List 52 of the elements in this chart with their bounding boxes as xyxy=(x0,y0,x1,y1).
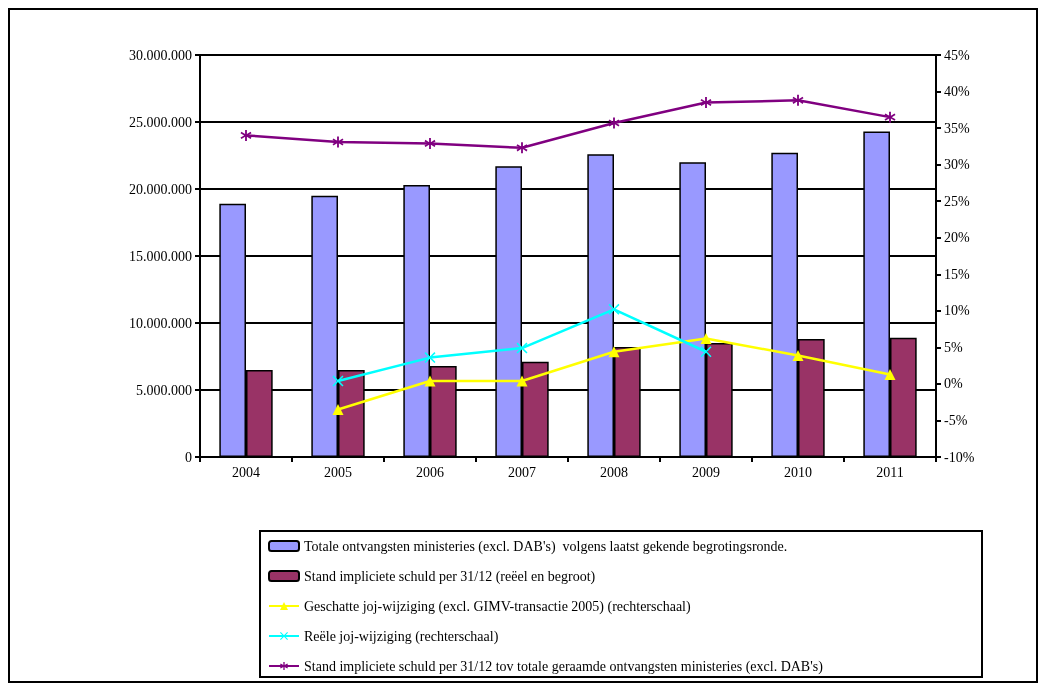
y-tick-label: 30.000.000 xyxy=(129,47,192,63)
point xyxy=(332,136,344,148)
y-tick-label: 5.000.000 xyxy=(136,382,192,398)
point xyxy=(700,97,712,109)
y2-tick-label: 10% xyxy=(944,303,970,319)
x-tick-label: 2006 xyxy=(416,464,444,480)
y2-tick-label: 30% xyxy=(944,157,970,173)
y2-tick-label: 5% xyxy=(944,339,963,355)
point xyxy=(424,352,436,364)
x-tick-label: 2005 xyxy=(324,464,352,480)
point xyxy=(700,346,712,358)
x-tick-label: 2004 xyxy=(232,464,260,480)
y2-tick-label: 0% xyxy=(944,376,963,392)
y2-tick-label: -5% xyxy=(944,412,968,428)
legend-label: Geschatte joj-wijziging (excl. GIMV-transactie 2005) (rechterschaal) xyxy=(304,598,691,615)
point xyxy=(608,117,620,129)
legend-label: Stand impliciete schuld per 31/12 tov totale geraamde ontvangsten ministeries (excl. DAB's) xyxy=(304,658,824,675)
x-tick-label: 2007 xyxy=(508,464,536,480)
y-tick-label: 0 xyxy=(185,449,192,465)
x-tick-label: 2009 xyxy=(692,464,720,480)
point xyxy=(424,375,436,387)
y2-tick-label: 45% xyxy=(944,47,970,63)
point xyxy=(608,346,620,358)
point xyxy=(240,129,252,141)
point xyxy=(884,368,896,380)
point xyxy=(332,375,344,387)
point xyxy=(792,349,804,361)
point xyxy=(424,137,436,149)
x-tick-label: 2008 xyxy=(600,464,628,480)
legend-label: Totale ontvangsten ministeries (excl. DAB's) volgens laatst gekende begrotingsronde. xyxy=(304,538,788,555)
y2-tick-label: 15% xyxy=(944,266,970,282)
y-tick-label: 20.000.000 xyxy=(129,181,192,197)
point xyxy=(516,142,528,154)
x-tick-label: 2010 xyxy=(784,464,812,480)
point xyxy=(516,342,528,354)
x-tick-label: 2011 xyxy=(876,464,904,480)
point xyxy=(884,111,896,123)
y-tick-label: 25.000.000 xyxy=(129,114,192,130)
point xyxy=(608,303,620,315)
y-tick-label: 10.000.000 xyxy=(129,315,192,331)
point xyxy=(332,403,344,415)
y2-tick-label: -10% xyxy=(944,449,975,465)
y2-tick-label: 25% xyxy=(944,193,970,209)
y2-tick-label: 20% xyxy=(944,230,970,246)
y-tick-label: 15.000.000 xyxy=(129,248,192,264)
legend-label: Stand impliciete schuld per 31/12 (reëel en begroot) xyxy=(304,568,596,585)
y2-tick-label: 35% xyxy=(944,120,970,136)
point xyxy=(516,375,528,387)
legend-label: Reële joj-wijziging (rechterschaal) xyxy=(304,628,499,645)
point xyxy=(700,333,712,345)
point xyxy=(792,94,804,106)
y2-tick-label: 40% xyxy=(944,84,970,100)
